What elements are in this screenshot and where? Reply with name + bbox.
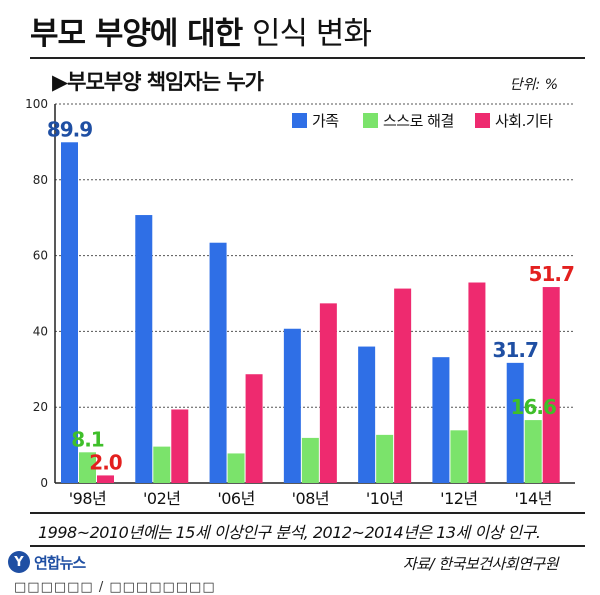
y-tick-label: 40: [33, 324, 48, 338]
title-bold: 부모 부양에 대한: [30, 16, 243, 52]
legend-label: 스스로 해결: [383, 112, 454, 130]
unit-label: 단위: %: [509, 77, 558, 93]
bar: [283, 328, 301, 483]
data-label: 89.9: [47, 117, 92, 141]
x-tick-label: '14년: [514, 489, 551, 508]
bar: [319, 303, 337, 483]
bar: [153, 446, 171, 483]
publisher-logo: Y 연합뉴스: [8, 549, 86, 575]
bar: [394, 288, 412, 483]
x-tick-label: '06년: [217, 489, 254, 508]
data-label: 2.0: [89, 450, 122, 474]
note-rule: [30, 512, 585, 514]
bar: [135, 215, 153, 483]
bar: [245, 374, 263, 483]
logo-mark-icon: Y: [8, 551, 30, 573]
bar: [79, 452, 96, 483]
bar: [97, 475, 114, 483]
bar-chart: 0 20 40 60 80 100 '98년 '02년 '06년 '08년 '10년 '12년 '14년…: [25, 97, 575, 508]
data-label: 51.7: [529, 262, 574, 286]
bar: [61, 142, 78, 484]
bar: [209, 242, 227, 483]
bar: [432, 357, 450, 483]
data-label: 16.6: [511, 395, 556, 419]
x-tick-label: '02년: [143, 489, 180, 508]
source-label: 자료/ 한국보건사회연구원: [402, 555, 559, 573]
y-tick-label: 20: [33, 400, 48, 414]
title-light: 인식 변화: [252, 16, 372, 52]
y-tick-label: 100: [25, 97, 48, 111]
bar: [468, 282, 486, 483]
legend-swatch: [363, 113, 378, 128]
bar: [376, 434, 394, 483]
bar: [506, 362, 524, 483]
legend-swatch: [292, 113, 307, 128]
y-tick-label: 0: [40, 476, 48, 490]
x-tick-label: '12년: [440, 489, 477, 508]
title-rule: [30, 57, 585, 59]
legend-label: 가족: [312, 112, 339, 130]
bar: [542, 287, 560, 483]
x-tick-label: '08년: [292, 489, 329, 508]
logo-text: 연합뉴스: [34, 553, 86, 572]
footer-partial: □□□□□□ / □□□□□□□□: [14, 580, 216, 595]
bar: [358, 346, 376, 483]
footer-rule: [30, 545, 585, 547]
bar: [227, 453, 245, 483]
data-label: 8.1: [71, 427, 104, 451]
bar: [450, 430, 468, 483]
x-tick-label: '98년: [69, 489, 106, 508]
legend-label: 사회.기타: [495, 112, 553, 130]
chart-subtitle: ▶부모부양 책임자는 누가: [52, 70, 264, 94]
legend-swatch: [475, 113, 490, 128]
chart-title: 부모 부양에 대한 인식 변화: [30, 8, 372, 53]
bar: [524, 420, 542, 483]
x-tick-label: '10년: [366, 489, 403, 508]
footnote: 1998~2010년에는 15세 이상인구 분석, 2012~2014년은 13…: [38, 523, 541, 542]
y-tick-label: 60: [33, 249, 48, 263]
bar: [171, 409, 189, 483]
bar: [301, 437, 319, 483]
data-label: 31.7: [493, 338, 538, 362]
y-tick-label: 80: [33, 173, 48, 187]
